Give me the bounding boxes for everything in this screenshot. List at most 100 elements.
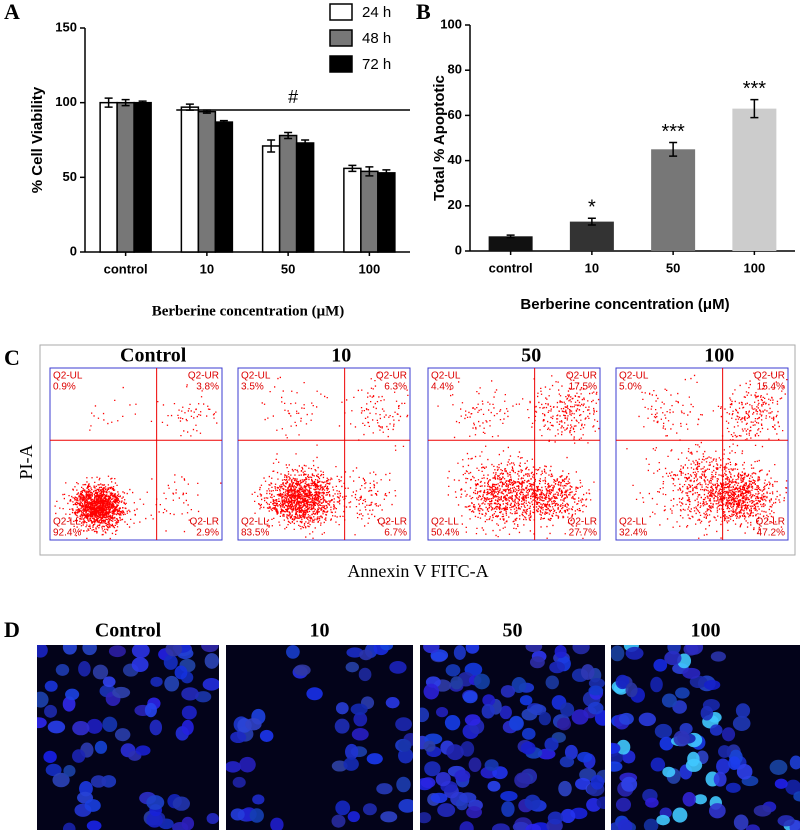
nucleus bbox=[424, 761, 441, 777]
nucleus bbox=[500, 685, 516, 698]
nucleus bbox=[611, 743, 620, 754]
nucleus bbox=[512, 821, 530, 830]
nucleus bbox=[547, 811, 564, 825]
nucleus bbox=[524, 794, 541, 811]
nucleus bbox=[588, 685, 604, 696]
nucleus bbox=[556, 717, 572, 731]
quadrant-percent: 3.5% bbox=[241, 382, 264, 393]
nucleus bbox=[725, 782, 741, 793]
nucleus bbox=[270, 817, 284, 830]
event-dots bbox=[54, 384, 222, 540]
nucleus bbox=[62, 822, 76, 830]
nucleus bbox=[202, 677, 219, 691]
bar bbox=[116, 101, 135, 253]
nucleus bbox=[181, 705, 197, 720]
quadrant-percent: 2.9% bbox=[196, 528, 219, 539]
nucleus bbox=[146, 795, 165, 810]
nucleus bbox=[230, 808, 245, 821]
nucleus bbox=[793, 791, 800, 802]
nucleus bbox=[774, 778, 788, 789]
quadrant-name: Q2-UR bbox=[566, 371, 597, 382]
nucleus bbox=[645, 797, 659, 808]
nucleus bbox=[481, 703, 495, 719]
nucleus bbox=[656, 814, 670, 826]
nucleus bbox=[716, 758, 730, 775]
panel-label: A bbox=[4, 0, 20, 24]
event-dots bbox=[437, 372, 600, 539]
nucleus bbox=[72, 721, 90, 736]
x-tick-label: 10 bbox=[585, 260, 599, 275]
x-tick-label: 50 bbox=[666, 260, 680, 275]
nucleus bbox=[201, 645, 219, 653]
bar bbox=[180, 106, 200, 253]
nucleus bbox=[84, 799, 101, 812]
nucleus bbox=[590, 774, 605, 790]
nucleus bbox=[736, 764, 753, 780]
quadrant-name: Q2-LR bbox=[756, 517, 785, 528]
nucleus bbox=[511, 677, 527, 693]
quadrant-percent: 15.4% bbox=[757, 382, 785, 393]
nucleus bbox=[52, 772, 70, 788]
plot-frame bbox=[427, 367, 601, 541]
error-bar bbox=[267, 139, 276, 153]
nucleus bbox=[468, 757, 482, 772]
quadrant-name: Q2-UL bbox=[241, 371, 271, 382]
nucleus bbox=[172, 796, 190, 811]
quadrant-percent: 4.4% bbox=[431, 382, 454, 393]
image-title: 100 bbox=[691, 620, 721, 642]
nucleus bbox=[343, 757, 359, 771]
nucleus bbox=[500, 791, 518, 802]
quadrant-percent: 6.3% bbox=[384, 382, 407, 393]
error-bar bbox=[219, 119, 228, 125]
nucleus bbox=[437, 803, 456, 818]
error-bar bbox=[284, 131, 293, 140]
nucleus bbox=[459, 792, 477, 803]
nucleus bbox=[385, 697, 400, 709]
nucleus bbox=[689, 675, 708, 689]
image-title: Control bbox=[95, 620, 162, 642]
legend-swatch bbox=[329, 3, 353, 21]
quadrant-percent: 92.4% bbox=[53, 528, 81, 539]
nucleus bbox=[462, 690, 478, 704]
nucleus bbox=[577, 751, 593, 763]
nucleus bbox=[653, 658, 668, 672]
nucleus bbox=[769, 759, 788, 775]
significance: *** bbox=[743, 78, 767, 100]
nucleus bbox=[473, 673, 490, 690]
nucleus bbox=[164, 675, 180, 692]
x-axis-label: Berberine concentration (μM) bbox=[520, 296, 729, 313]
nucleus bbox=[226, 761, 242, 773]
nucleus bbox=[544, 737, 559, 752]
quadrant-name: Q2-UL bbox=[53, 371, 83, 382]
bar bbox=[360, 170, 379, 253]
nucleus bbox=[777, 815, 795, 827]
nucleus bbox=[685, 645, 704, 655]
nucleus bbox=[708, 803, 726, 819]
nucleus bbox=[484, 759, 499, 772]
nucleus bbox=[430, 792, 448, 804]
y-tick-label: 80 bbox=[448, 62, 462, 77]
bar bbox=[295, 142, 315, 253]
nucleus bbox=[239, 756, 256, 773]
nucleus bbox=[37, 717, 47, 729]
x-tick-label: control bbox=[489, 260, 533, 275]
bar bbox=[651, 149, 696, 251]
y-tick-label: 100 bbox=[440, 16, 462, 31]
nucleus bbox=[654, 723, 673, 739]
quadrant-percent: 50.4% bbox=[431, 528, 459, 539]
nucleus bbox=[728, 756, 741, 771]
bar bbox=[214, 121, 234, 253]
error-bar bbox=[365, 166, 374, 177]
nucleus bbox=[435, 706, 449, 718]
nucleus bbox=[529, 704, 547, 716]
legend-swatch bbox=[329, 29, 353, 47]
nucleus bbox=[580, 664, 595, 681]
nucleus bbox=[90, 775, 107, 788]
y-tick-label: 0 bbox=[70, 243, 77, 258]
nucleus bbox=[587, 701, 604, 715]
nucleus bbox=[37, 691, 49, 708]
nucleus bbox=[45, 763, 62, 777]
nucleus bbox=[514, 772, 531, 788]
nucleus bbox=[376, 783, 393, 795]
